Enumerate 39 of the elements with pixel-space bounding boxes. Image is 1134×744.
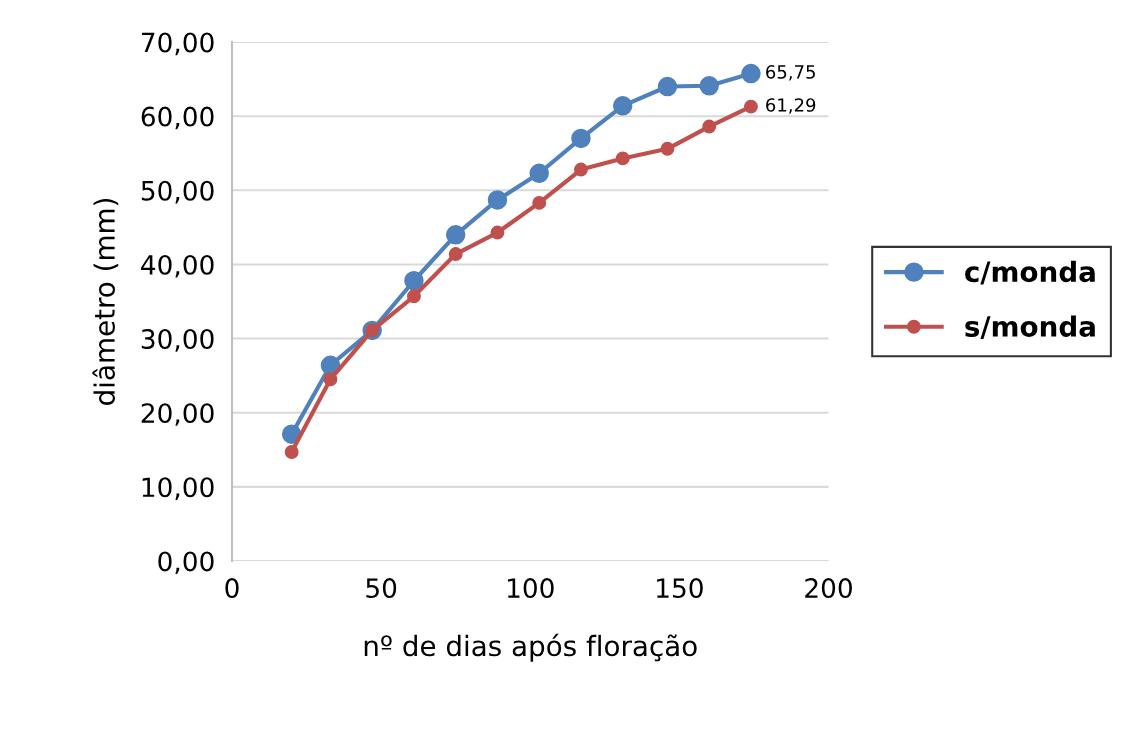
point (445, 225, 466, 245)
point (699, 76, 719, 96)
x-tick-label: 150 (657, 578, 703, 599)
y-tick-label: 70,00 (141, 32, 214, 56)
point (660, 141, 675, 156)
point (657, 76, 678, 97)
y-tick-label: 20,00 (141, 403, 214, 426)
y-tick-label: 30,00 (141, 329, 214, 352)
point (532, 195, 547, 210)
y-tick-label: 60,00 (141, 106, 214, 130)
point (571, 128, 591, 149)
point (448, 247, 463, 262)
y-tick-label: 40,00 (141, 254, 214, 278)
point (744, 99, 758, 114)
y-tick-label: 50,00 (141, 180, 214, 204)
x-tick-label: 200 (805, 578, 852, 599)
x-tick-label: 100 (507, 578, 554, 599)
point (574, 162, 588, 177)
point (404, 271, 424, 291)
data-label: 65,75 (766, 65, 815, 81)
y-axis-title: diâmetro (mm) (92, 198, 119, 405)
point (487, 190, 508, 210)
legend-label: c/monda (965, 260, 1095, 285)
point (406, 289, 421, 304)
point (323, 372, 338, 387)
x-axis-title: nº de dias após floração (364, 633, 697, 662)
point (490, 225, 505, 240)
point (702, 119, 717, 134)
legend-label: s/monda (965, 315, 1095, 340)
point (612, 96, 633, 116)
point (615, 151, 630, 166)
point (284, 445, 299, 459)
point (741, 63, 761, 84)
y-tick-label: 0,00 (158, 551, 214, 575)
x-tick-label: 0 (225, 578, 239, 599)
data-label: 61,29 (766, 98, 816, 114)
y-tick-label: 10,00 (142, 477, 214, 500)
x-tick-label: 50 (366, 578, 397, 599)
point (529, 163, 549, 183)
